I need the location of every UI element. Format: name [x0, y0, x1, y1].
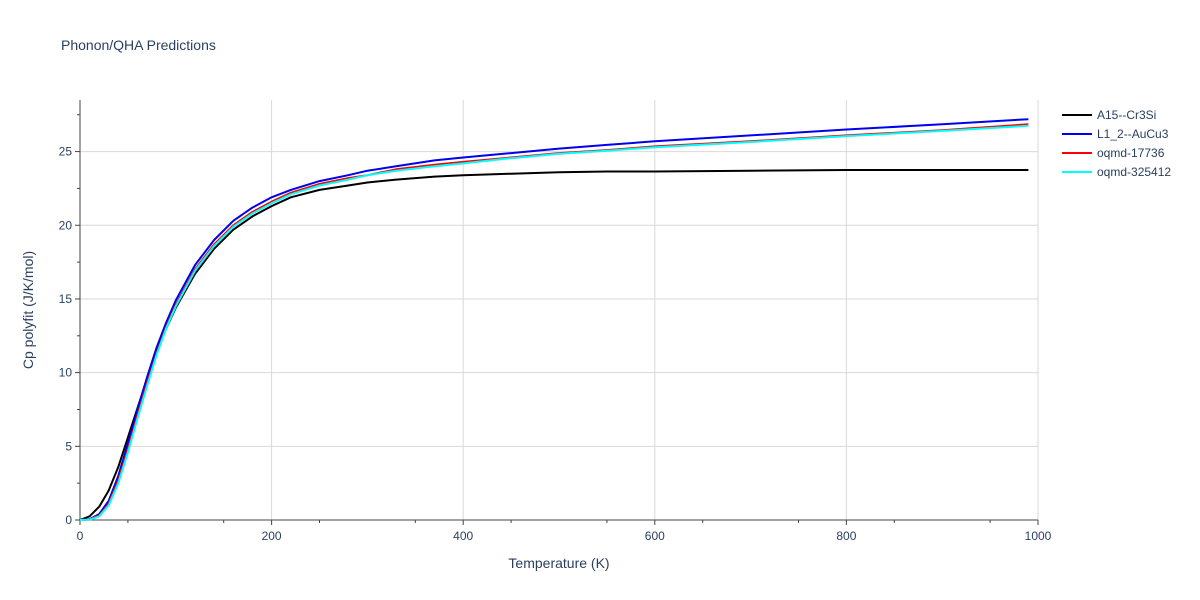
x-tick-label: 1000 — [1025, 529, 1052, 543]
x-tick-label: 800 — [836, 529, 856, 543]
legend-item[interactable]: oqmd-325412 — [1062, 165, 1171, 179]
y-tick-label: 0 — [65, 513, 72, 527]
chart-title: Phonon/QHA Predictions — [61, 37, 216, 53]
x-tick-label: 400 — [453, 529, 473, 543]
y-axis-title: Cp polyfit (J/K/mol) — [20, 251, 36, 369]
legend-item[interactable]: A15--Cr3Si — [1062, 108, 1156, 122]
axes — [79, 100, 1038, 521]
legend-label: oqmd-325412 — [1097, 165, 1171, 179]
ticks: 0 200 400 600 800 1000 0 5 10 15 20 25 — [59, 114, 1052, 543]
series-line-0 — [79, 169, 1029, 521]
legend-item[interactable]: oqmd-17736 — [1062, 146, 1165, 160]
y-tick-label: 15 — [59, 292, 73, 306]
x-tick-label: 0 — [77, 529, 84, 543]
y-tick-label: 10 — [59, 366, 73, 380]
x-tick-label: 600 — [645, 529, 665, 543]
series-line-3 — [79, 124, 1029, 521]
grid — [80, 100, 1039, 520]
y-tick-label: 5 — [65, 439, 72, 453]
x-axis-title: Temperature (K) — [508, 555, 609, 571]
y-tick-label: 25 — [59, 145, 73, 159]
legend-label: oqmd-17736 — [1097, 146, 1165, 160]
legend-label: L1_2--AuCu3 — [1097, 127, 1169, 141]
x-tick-label: 200 — [262, 529, 282, 543]
legend-label: A15--Cr3Si — [1097, 108, 1156, 122]
series-lines — [79, 118, 1029, 521]
y-tick-label: 20 — [59, 218, 73, 232]
legend[interactable]: A15--Cr3Si L1_2--AuCu3 oqmd-17736 oqmd-3254… — [1062, 108, 1171, 179]
legend-item[interactable]: L1_2--AuCu3 — [1062, 127, 1169, 141]
series-line-1 — [79, 118, 1029, 521]
series-line-2 — [79, 123, 1029, 521]
